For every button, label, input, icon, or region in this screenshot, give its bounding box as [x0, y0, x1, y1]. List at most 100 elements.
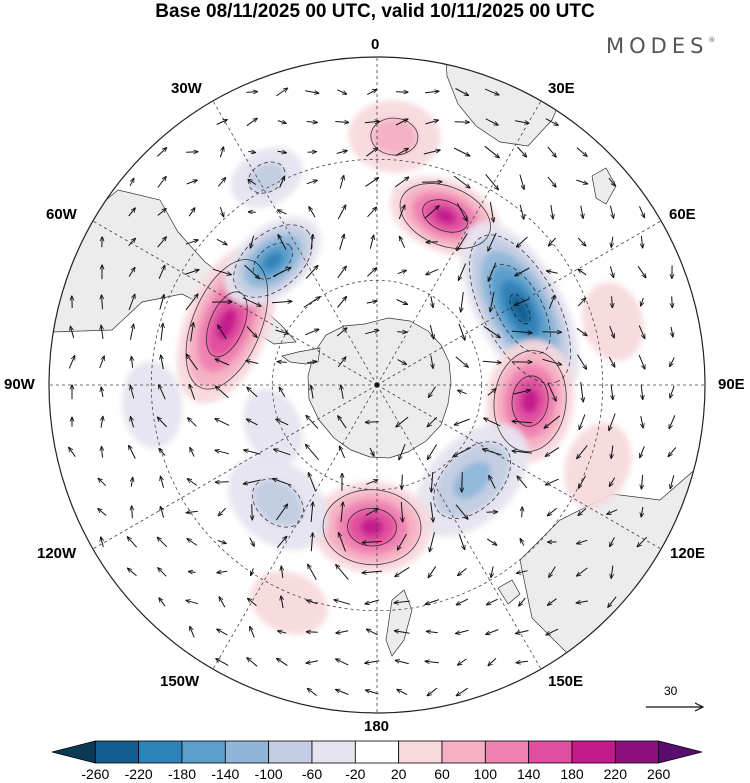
wind-vector [458, 323, 465, 340]
wind-vector [212, 268, 232, 275]
wind-vector [278, 210, 287, 215]
colorbar-segment [658, 740, 703, 764]
wind-vector [455, 504, 468, 520]
wind-vector [336, 690, 349, 695]
wind-vector [311, 502, 313, 523]
wind-vector [161, 355, 164, 370]
wind-vector [130, 417, 135, 428]
wind-vector [339, 234, 345, 250]
wind-vector [397, 689, 408, 696]
wind-vector [641, 416, 643, 428]
wind-vector [542, 358, 561, 364]
wind-vector [308, 473, 317, 492]
wind-vector [246, 326, 257, 338]
meridian-line [92, 384, 378, 550]
wind-vector [402, 474, 403, 490]
wind-vector [607, 509, 618, 515]
wind-vector [398, 205, 405, 220]
wind-vector [276, 536, 286, 549]
lon-label-0: 0 [371, 36, 380, 53]
wind-vector [430, 532, 435, 551]
wind-vector [215, 419, 230, 426]
colorbar-segment [484, 740, 530, 764]
wind-vector [427, 416, 438, 427]
wind-vector [242, 297, 261, 306]
wind-vector [579, 414, 586, 430]
wind-vector [578, 475, 587, 489]
wind-vector [127, 537, 138, 548]
wind-vector [218, 325, 227, 340]
wind-vector [366, 690, 379, 695]
anomaly-low-amundsen [243, 388, 304, 466]
wind-vector [306, 122, 318, 123]
lon-label-60w: 60W [46, 206, 77, 223]
wind-vector [396, 416, 409, 427]
wind-vector [131, 356, 132, 368]
wind-vector [453, 447, 472, 457]
wind-vector [277, 151, 287, 153]
wind-vector [519, 204, 524, 220]
wind-vector [401, 501, 402, 522]
wind-vector [426, 631, 438, 632]
wind-vector [576, 327, 587, 335]
wind-vector [336, 565, 349, 580]
wind-vector [395, 119, 408, 126]
wind-vector [185, 294, 198, 311]
wind-vector [637, 536, 648, 547]
wind-vector [101, 325, 103, 339]
wind-vector [638, 325, 645, 338]
colorbar-tick-label: -140 [211, 766, 240, 782]
wind-vector [275, 504, 287, 521]
wind-vector [336, 328, 347, 337]
wind-vector [274, 449, 291, 456]
wind-vector [157, 237, 167, 248]
wind-vector [577, 539, 588, 544]
wind-vector [276, 88, 287, 97]
wind-vector [311, 533, 312, 552]
wind-vector [246, 361, 259, 364]
wind-vector [281, 596, 283, 609]
wind-vector [546, 271, 558, 273]
wind-vector [609, 205, 613, 219]
wind-vector [671, 326, 673, 337]
wind-vector [369, 447, 374, 456]
wind-vector [189, 384, 196, 400]
wind-vector [484, 145, 500, 158]
colorbar-segment [311, 740, 356, 764]
wind-vector [462, 471, 463, 492]
wind-vector [160, 506, 165, 518]
wind-vector [101, 537, 104, 548]
lon-label-120e: 120E [670, 545, 706, 562]
wind-vector [160, 476, 165, 488]
wind-vector [482, 361, 501, 363]
wind-vector [159, 598, 166, 607]
lon-label-90w: 90W [4, 376, 35, 393]
wind-vector [489, 476, 496, 489]
brand-text: MODES [606, 34, 709, 58]
wind-vector [244, 450, 261, 455]
wind-vector [545, 478, 559, 485]
wind-vector [425, 91, 439, 93]
wind-vector [306, 661, 319, 664]
wind-vector [458, 534, 464, 549]
wind-vector [279, 387, 286, 398]
wind-vector [672, 296, 673, 307]
wind-vector [219, 597, 226, 608]
colorbar-segment [528, 740, 573, 764]
map-boundary [48, 56, 706, 714]
wind-vector [427, 444, 438, 460]
wind-vector [429, 324, 433, 339]
wind-vector [461, 292, 464, 312]
wind-vector [485, 118, 498, 125]
vector-scale-value: 30 [664, 684, 678, 698]
wind-vector [576, 601, 588, 603]
colorbar-segment [614, 740, 660, 764]
wind-vector [577, 567, 588, 576]
wind-vector [250, 627, 255, 638]
wind-vector [337, 297, 347, 308]
wind-vector [578, 508, 587, 516]
wind-vector [515, 267, 530, 276]
wind-vector [394, 631, 410, 634]
anomaly-high-atlantic-north [348, 100, 441, 173]
wind-vector [337, 89, 346, 94]
